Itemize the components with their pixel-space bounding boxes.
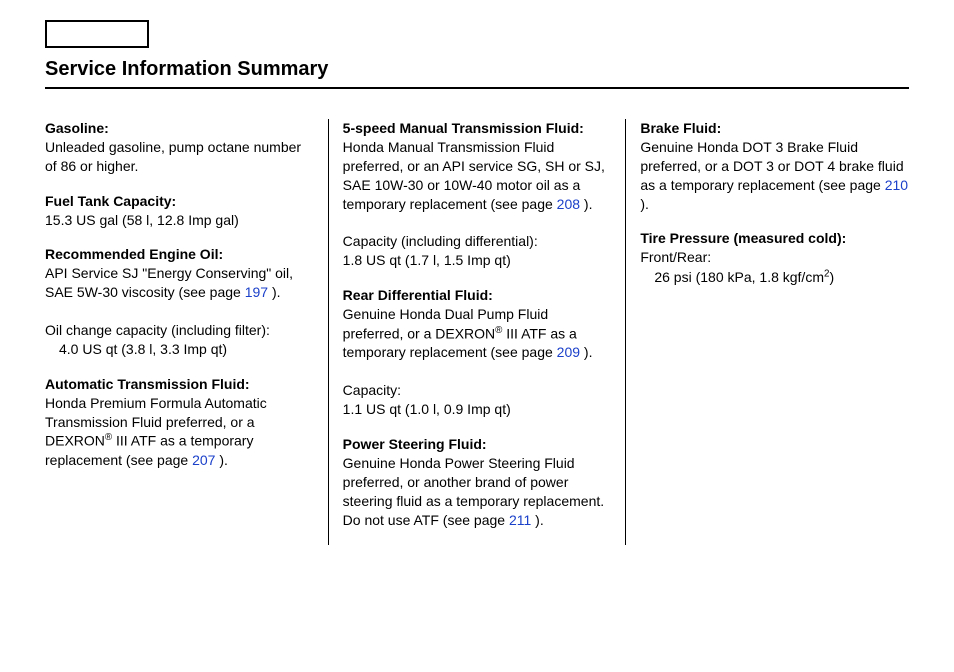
gasoline-section: Gasoline: Unleaded gasoline, pump octane… <box>45 119 314 176</box>
brake-label: Brake Fluid: <box>640 120 721 136</box>
rear-diff-cap-value: 1.1 US qt (1.0 l, 0.9 Imp qt) <box>343 401 511 417</box>
tire-value-2: ) <box>829 269 834 285</box>
ps-text2: ). <box>531 512 543 528</box>
fuel-tank-section: Fuel Tank Capacity: 15.3 US gal (58 l, 1… <box>45 192 314 230</box>
gasoline-text: Unleaded gasoline, pump octane number of… <box>45 139 301 174</box>
mtf-label: 5-speed Manual Transmission Fluid: <box>343 120 584 136</box>
tire-value: 26 psi (180 kPa, 1.8 kgf/cm2) <box>640 269 834 285</box>
mtf-cap-value: 1.8 US qt (1.7 l, 1.5 Imp qt) <box>343 252 511 268</box>
gasoline-label: Gasoline: <box>45 120 109 136</box>
rear-diff-label: Rear Differential Fluid: <box>343 287 493 303</box>
tire-section: Tire Pressure (measured cold): Front/Rea… <box>640 229 909 286</box>
rear-diff-text3: ). <box>580 344 592 360</box>
rear-diff-cap-label: Capacity: <box>343 382 401 398</box>
empty-box <box>45 20 149 48</box>
engine-oil-section: Recommended Engine Oil: API Service SJ "… <box>45 245 314 358</box>
page-link-211[interactable]: 211 <box>509 512 531 528</box>
content-columns: Gasoline: Unleaded gasoline, pump octane… <box>45 119 909 545</box>
column-2: 5-speed Manual Transmission Fluid: Honda… <box>328 119 626 545</box>
brake-text2: ). <box>640 196 649 212</box>
oil-change-value: 4.0 US qt (3.8 l, 3.3 Imp qt) <box>45 341 227 357</box>
atf-section: Automatic Transmission Fluid: Honda Prem… <box>45 375 314 470</box>
page-link-197[interactable]: 197 <box>245 284 268 300</box>
page-title: Service Information Summary <box>45 58 909 89</box>
mtf-section: 5-speed Manual Transmission Fluid: Honda… <box>343 119 612 270</box>
rear-diff-section: Rear Differential Fluid: Genuine Honda D… <box>343 286 612 419</box>
column-1: Gasoline: Unleaded gasoline, pump octane… <box>45 119 328 545</box>
fuel-tank-text: 15.3 US gal (58 l, 12.8 Imp gal) <box>45 212 239 228</box>
tire-front-rear: Front/Rear: <box>640 249 711 265</box>
ps-text1: Genuine Honda Power Steering Fluid prefe… <box>343 455 604 528</box>
atf-label: Automatic Transmission Fluid: <box>45 376 250 392</box>
column-3: Brake Fluid: Genuine Honda DOT 3 Brake F… <box>625 119 909 545</box>
engine-oil-text2: ). <box>268 284 280 300</box>
atf-text3: ). <box>215 452 227 468</box>
mtf-text2: ). <box>580 196 592 212</box>
power-steering-section: Power Steering Fluid: Genuine Honda Powe… <box>343 435 612 529</box>
oil-change-label: Oil change capacity (including filter): <box>45 322 270 338</box>
page-link-210[interactable]: 210 <box>885 177 908 193</box>
page-link-208[interactable]: 208 <box>557 196 580 212</box>
page-link-207[interactable]: 207 <box>192 452 215 468</box>
ps-label: Power Steering Fluid: <box>343 436 487 452</box>
tire-value-1: 26 psi (180 kPa, 1.8 kgf/cm <box>654 269 824 285</box>
fuel-tank-label: Fuel Tank Capacity: <box>45 193 176 209</box>
engine-oil-label: Recommended Engine Oil: <box>45 246 223 262</box>
page-link-209[interactable]: 209 <box>557 344 580 360</box>
mtf-cap-label: Capacity (including differential): <box>343 233 538 249</box>
tire-label: Tire Pressure (measured cold): <box>640 230 846 246</box>
brake-text1: Genuine Honda DOT 3 Brake Fluid preferre… <box>640 139 903 193</box>
brake-section: Brake Fluid: Genuine Honda DOT 3 Brake F… <box>640 119 909 213</box>
